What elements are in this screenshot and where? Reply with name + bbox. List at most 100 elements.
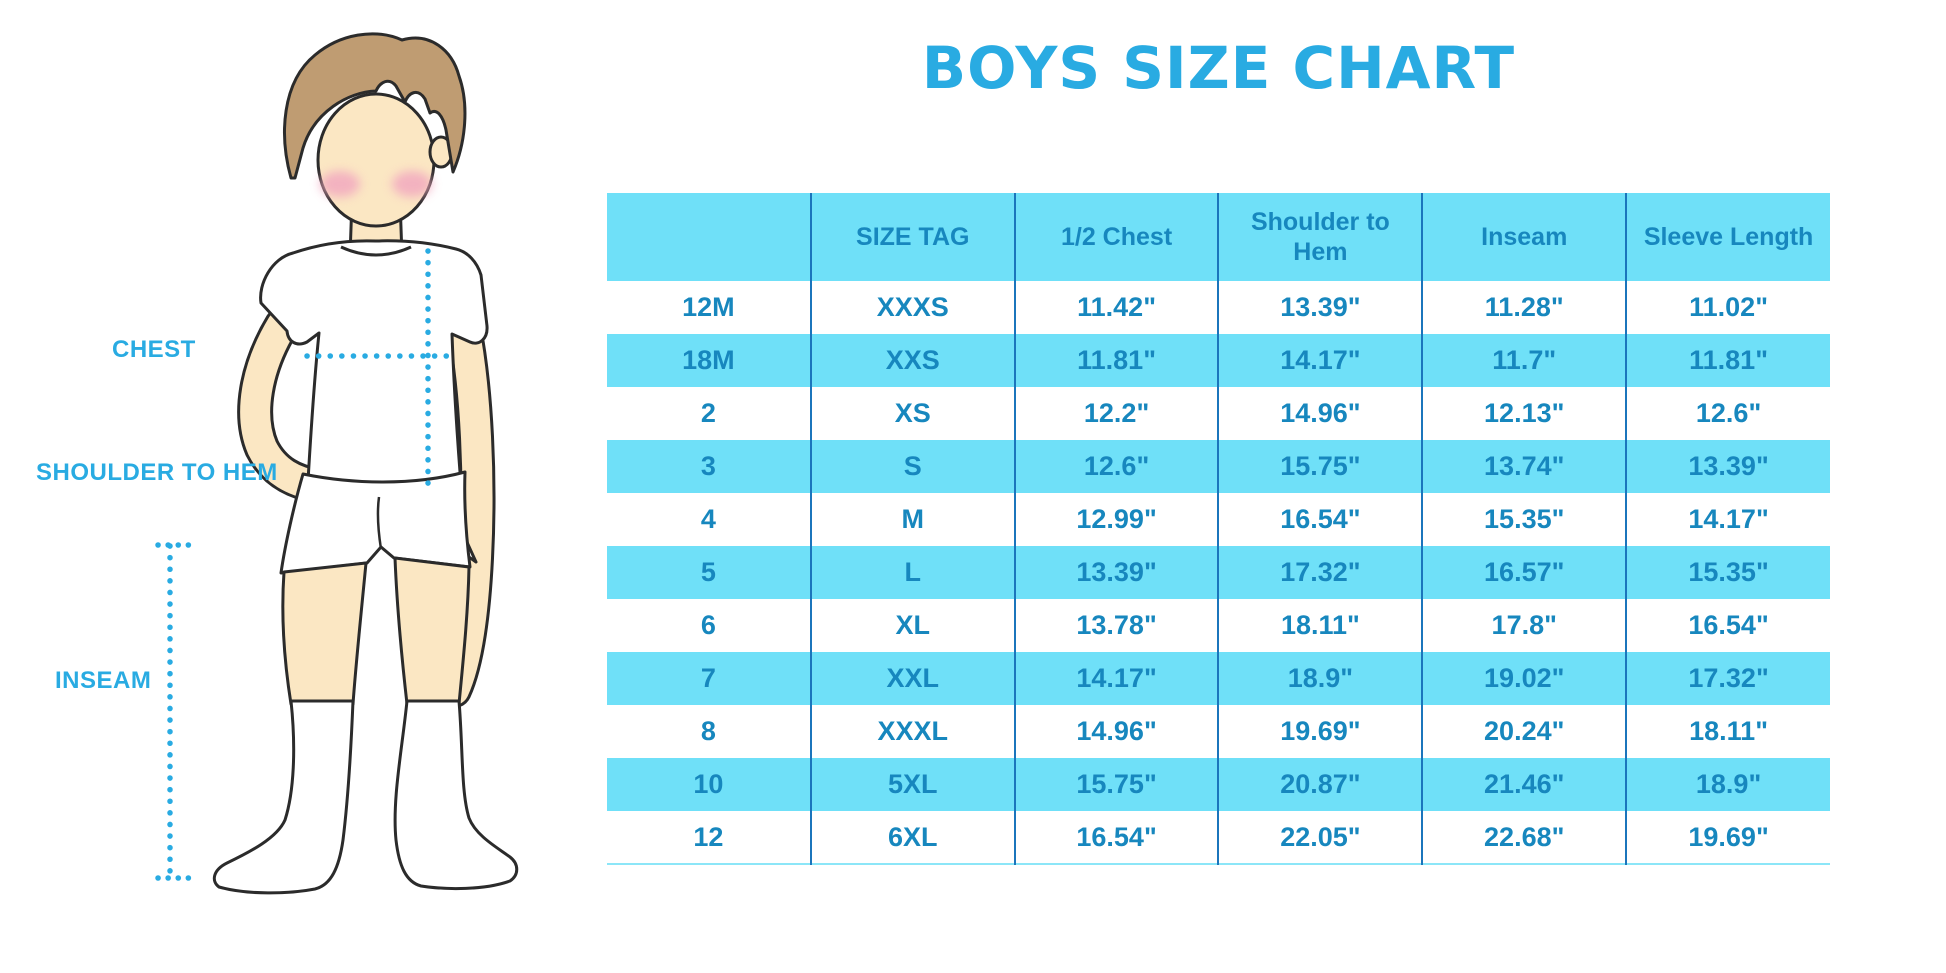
measurement-cell: 11.81" [1625,334,1830,387]
measurement-cell: 6XL [809,811,1015,864]
table-row: 5 L 13.39" 17.32" 16.57" 15.35" [607,546,1830,599]
measurement-cell: 14.17" [1013,652,1219,705]
measurement-cell: 19.69" [1217,705,1423,758]
table-row: 7 XXL 14.17" 18.9" 19.02" 17.32" [607,652,1830,705]
measurement-cell: 19.02" [1421,652,1627,705]
inseam-label: INSEAM [55,667,152,694]
measurement-cell: M [809,493,1015,546]
measurement-cell: 20.87" [1217,758,1423,811]
boy-collar [340,245,412,257]
measurement-cell: 13.78" [1013,599,1219,652]
measurement-cell: 12.99" [1013,493,1219,546]
table-row: 12M XXXS 11.42" 13.39" 11.28" 11.02" [607,281,1830,334]
measurement-cell: XXS [809,334,1015,387]
size-label-cell: 10 [693,769,724,799]
size-label-cell: 12M [682,292,735,322]
table-row: 3 S 12.6" 15.75" 13.74" 13.39" [607,440,1830,493]
size-label-cell: 6 [700,610,716,640]
boy-socks [212,699,519,895]
measurement-cell: 14.96" [1013,705,1219,758]
measurement-cell: XXXL [809,705,1015,758]
page-title: BOYS SIZE CHART [921,34,1516,102]
table-row: 8 XXXL 14.96" 19.69" 20.24" 18.11" [607,705,1830,758]
measurement-cell: 11.28" [1421,281,1627,334]
measurement-cell: 15.75" [1217,440,1423,493]
measurement-cell: 14.96" [1217,387,1423,440]
measurement-cell: S [809,440,1015,493]
table-row: 6 XL 13.78" 18.11" 17.8" 16.54" [607,599,1830,652]
measurement-cell: 15.75" [1013,758,1219,811]
header-cell: Sleeve Length [1625,193,1830,281]
measurement-cell: 17.32" [1625,652,1830,705]
size-label-cell: 3 [700,451,716,481]
table-row: 2 XS 12.2" 14.96" 12.13" 12.6" [607,387,1830,440]
measurement-cell: 13.39" [1625,440,1830,493]
measurement-cell: L [809,546,1015,599]
size-label-cell: 5 [700,557,716,587]
size-label-cell: 12 [693,821,724,852]
shoulder-to-hem-label: SHOULDER TO HEM [36,459,278,486]
measurement-cell: 15.35" [1421,493,1627,546]
measurement-cell: XXL [809,652,1015,705]
header-cell: 1/2 Chest [1013,193,1219,281]
measurement-cell: 11.02" [1625,281,1830,334]
measurement-cell: 12.6" [1625,387,1830,440]
measurement-cell: 13.39" [1013,546,1219,599]
table-row: 4 M 12.99" 16.54" 15.35" 14.17" [607,493,1830,546]
size-label-cell: 18M [682,345,735,375]
boy-illustration [155,32,519,895]
measurement-cell: 18.11" [1217,599,1423,652]
measurement-cell: 12.2" [1013,387,1219,440]
chest-label: CHEST [112,336,196,363]
measurement-cell: 18.11" [1625,705,1830,758]
size-label-cell: 8 [700,716,716,746]
boy-shorts-fly-line [376,496,383,550]
measurement-cell: 22.68" [1421,811,1627,864]
measurement-cell: 14.17" [1217,334,1423,387]
header-cell: SIZE TAG [809,193,1015,281]
measurement-cell: 19.69" [1625,811,1830,864]
boy-shorts [279,470,472,575]
measurement-cell: XS [809,387,1015,440]
measurement-cell: 21.46" [1421,758,1627,811]
measurement-cell: 17.32" [1217,546,1423,599]
size-label-cell: 4 [700,504,716,534]
measurement-cell: 13.74" [1421,440,1627,493]
measurement-cell: 16.54" [1013,811,1219,864]
measurement-cell: 11.42" [1013,281,1219,334]
boy-blush [320,171,432,197]
measurement-cell: XL [809,599,1015,652]
measurement-cell: 18.9" [1625,758,1830,811]
boy-face [316,92,436,228]
table-row: 18M XXS 11.81" 14.17" 11.7" 11.81" [607,334,1830,387]
measurement-cell: 16.54" [1625,599,1830,652]
size-chart-header: SIZE TAG 1/2 Chest Shoulder to Hem Inseam Sl… [607,193,1830,281]
header-cell-blank [607,193,811,281]
header-row: SIZE TAG 1/2 Chest Shoulder to Hem Inseam Sl… [607,193,1830,281]
size-label-cell: 7 [700,663,716,693]
size-chart-table: SIZE TAG 1/2 Chest Shoulder to Hem Inseam Sl… [607,193,1830,865]
measurement-cell: 13.39" [1217,281,1423,334]
measurement-cell: 12.13" [1421,387,1627,440]
measurement-cell: XXXS [809,281,1015,334]
measurement-cell: 20.24" [1421,705,1627,758]
table-row: 10 5XL 15.75" 20.87" 21.46" 18.9" [607,758,1830,811]
table-row: 12 6XL 16.54" 22.05" 22.68" 19.69" [607,811,1830,864]
measurement-cell: 5XL [809,758,1015,811]
size-table-body: 12M XXXS 11.42" 13.39" 11.28" 11.02" 18M XXS 11.… [607,281,1830,864]
measurement-cell: 14.17" [1625,493,1830,546]
measurement-cell: 18.9" [1217,652,1423,705]
measurement-cell: 11.7" [1421,334,1627,387]
measurement-cell: 16.54" [1217,493,1423,546]
measurement-cell: 16.57" [1421,546,1627,599]
boy-legs [281,556,471,706]
header-cell: Shoulder to Hem [1217,193,1423,281]
header-cell: Inseam [1421,193,1627,281]
measurement-cell: 12.6" [1013,440,1219,493]
measurement-cell: 11.81" [1013,334,1219,387]
measurement-cell: 22.05" [1217,811,1423,864]
measurement-cell: 17.8" [1421,599,1627,652]
measurement-cell: 15.35" [1625,546,1830,599]
size-label-cell: 2 [700,398,716,428]
